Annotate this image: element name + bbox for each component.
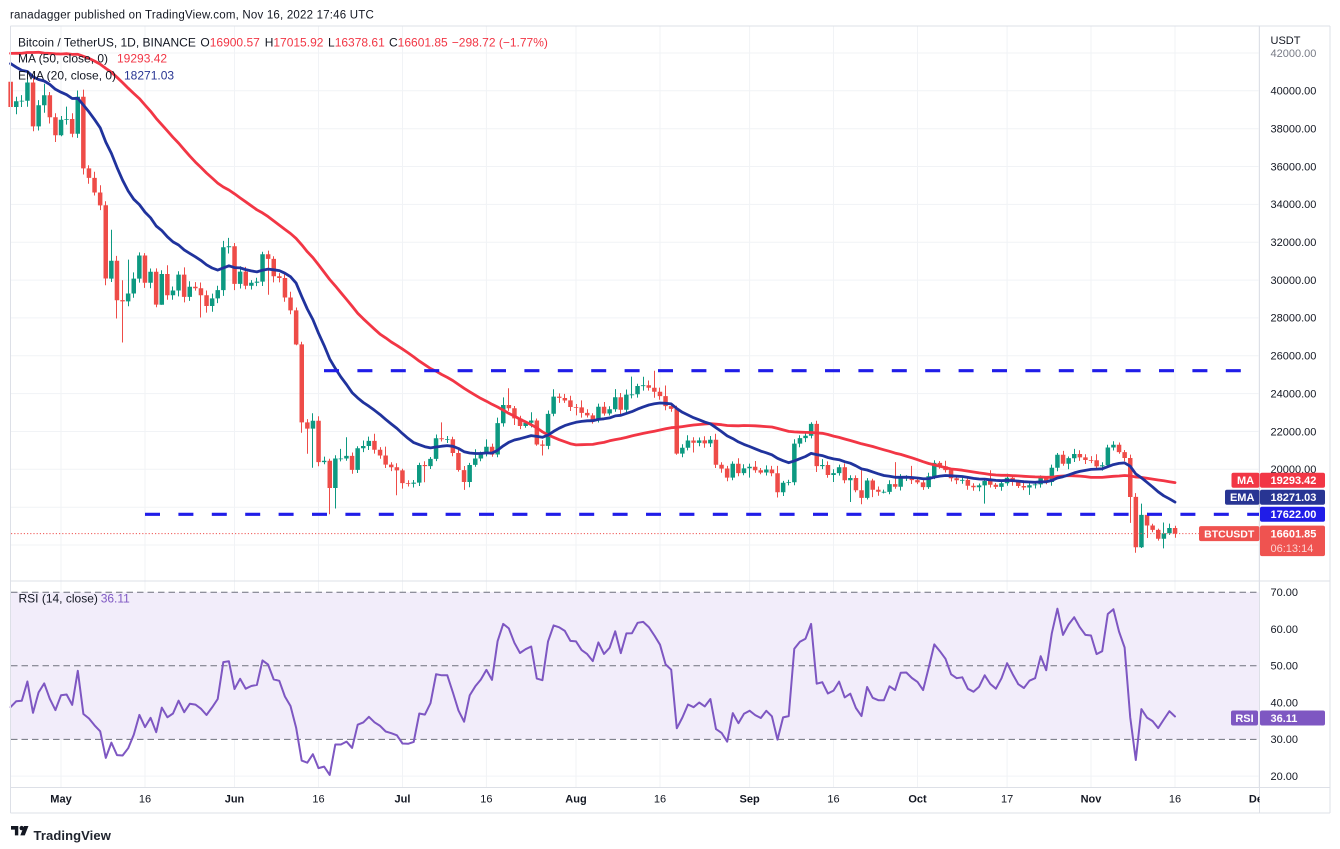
svg-text:50.00: 50.00 — [1271, 661, 1299, 673]
svg-text:06:13:14: 06:13:14 — [1271, 543, 1314, 555]
svg-text:70.00: 70.00 — [1271, 587, 1299, 599]
svg-text:Jul: Jul — [395, 794, 411, 806]
svg-text:Bitcoin / TetherUS, 1D, BINANC: Bitcoin / TetherUS, 1D, BINANCE — [18, 35, 196, 49]
svg-text:MA (50, close, 0): MA (50, close, 0) — [18, 51, 108, 65]
svg-text:Aug: Aug — [565, 794, 586, 806]
svg-text:Dec: Dec — [1249, 794, 1269, 806]
svg-text:36000.00: 36000.00 — [1271, 161, 1317, 173]
svg-text:RSI (14, close): RSI (14, close) — [19, 592, 98, 606]
svg-text:19293.42: 19293.42 — [1271, 475, 1317, 487]
svg-text:20.00: 20.00 — [1271, 771, 1299, 783]
svg-text:Oct: Oct — [908, 794, 927, 806]
svg-text:May: May — [50, 794, 72, 806]
svg-text:EMA: EMA — [1230, 492, 1255, 504]
svg-text:TradingView: TradingView — [34, 828, 112, 843]
svg-text:USDT: USDT — [1271, 35, 1301, 47]
svg-text:Jun: Jun — [225, 794, 245, 806]
svg-text:Nov: Nov — [1081, 794, 1103, 806]
svg-text:L16378.61: L16378.61 — [328, 35, 385, 49]
svg-text:18271.03: 18271.03 — [124, 68, 174, 82]
svg-text:−298.72 (−1.77%): −298.72 (−1.77%) — [452, 35, 548, 49]
svg-text:O16900.57: O16900.57 — [200, 35, 260, 49]
svg-text:38000.00: 38000.00 — [1271, 124, 1317, 136]
svg-text:16: 16 — [480, 794, 492, 806]
svg-text:ranadagger published on Tradin: ranadagger published on TradingView.com,… — [10, 10, 374, 22]
svg-text:16: 16 — [312, 794, 324, 806]
svg-text:17: 17 — [1001, 794, 1013, 806]
svg-text:H17015.92: H17015.92 — [265, 35, 324, 49]
svg-text:36.11: 36.11 — [101, 592, 130, 606]
svg-text:26000.00: 26000.00 — [1271, 351, 1317, 363]
svg-text:16601.85: 16601.85 — [1271, 529, 1317, 541]
svg-text:42000.00: 42000.00 — [1271, 48, 1317, 60]
svg-text:19293.42: 19293.42 — [117, 51, 167, 65]
svg-text:24000.00: 24000.00 — [1271, 388, 1317, 400]
svg-text:16: 16 — [654, 794, 666, 806]
svg-text:30000.00: 30000.00 — [1271, 275, 1317, 287]
svg-text:16: 16 — [827, 794, 839, 806]
svg-text:30.00: 30.00 — [1271, 734, 1299, 746]
svg-text:EMA (20, close, 0): EMA (20, close, 0) — [18, 68, 116, 82]
svg-text:22000.00: 22000.00 — [1271, 426, 1317, 438]
svg-text:17622.00: 17622.00 — [1271, 509, 1317, 521]
svg-text:16: 16 — [1169, 794, 1181, 806]
svg-text:34000.00: 34000.00 — [1271, 199, 1317, 211]
svg-text:16: 16 — [139, 794, 151, 806]
svg-text:18271.03: 18271.03 — [1271, 492, 1317, 504]
svg-text:36.11: 36.11 — [1271, 713, 1298, 725]
svg-text:MA: MA — [1237, 475, 1254, 487]
svg-text:60.00: 60.00 — [1271, 624, 1299, 636]
svg-text:40000.00: 40000.00 — [1271, 86, 1317, 98]
svg-text:Sep: Sep — [740, 794, 760, 806]
svg-text:BTCUSDT: BTCUSDT — [1204, 529, 1255, 541]
svg-text:RSI: RSI — [1235, 713, 1253, 725]
svg-text:C16601.85: C16601.85 — [389, 35, 448, 49]
svg-text:32000.00: 32000.00 — [1271, 237, 1317, 249]
svg-text:28000.00: 28000.00 — [1271, 313, 1317, 325]
svg-text:40.00: 40.00 — [1271, 697, 1299, 709]
